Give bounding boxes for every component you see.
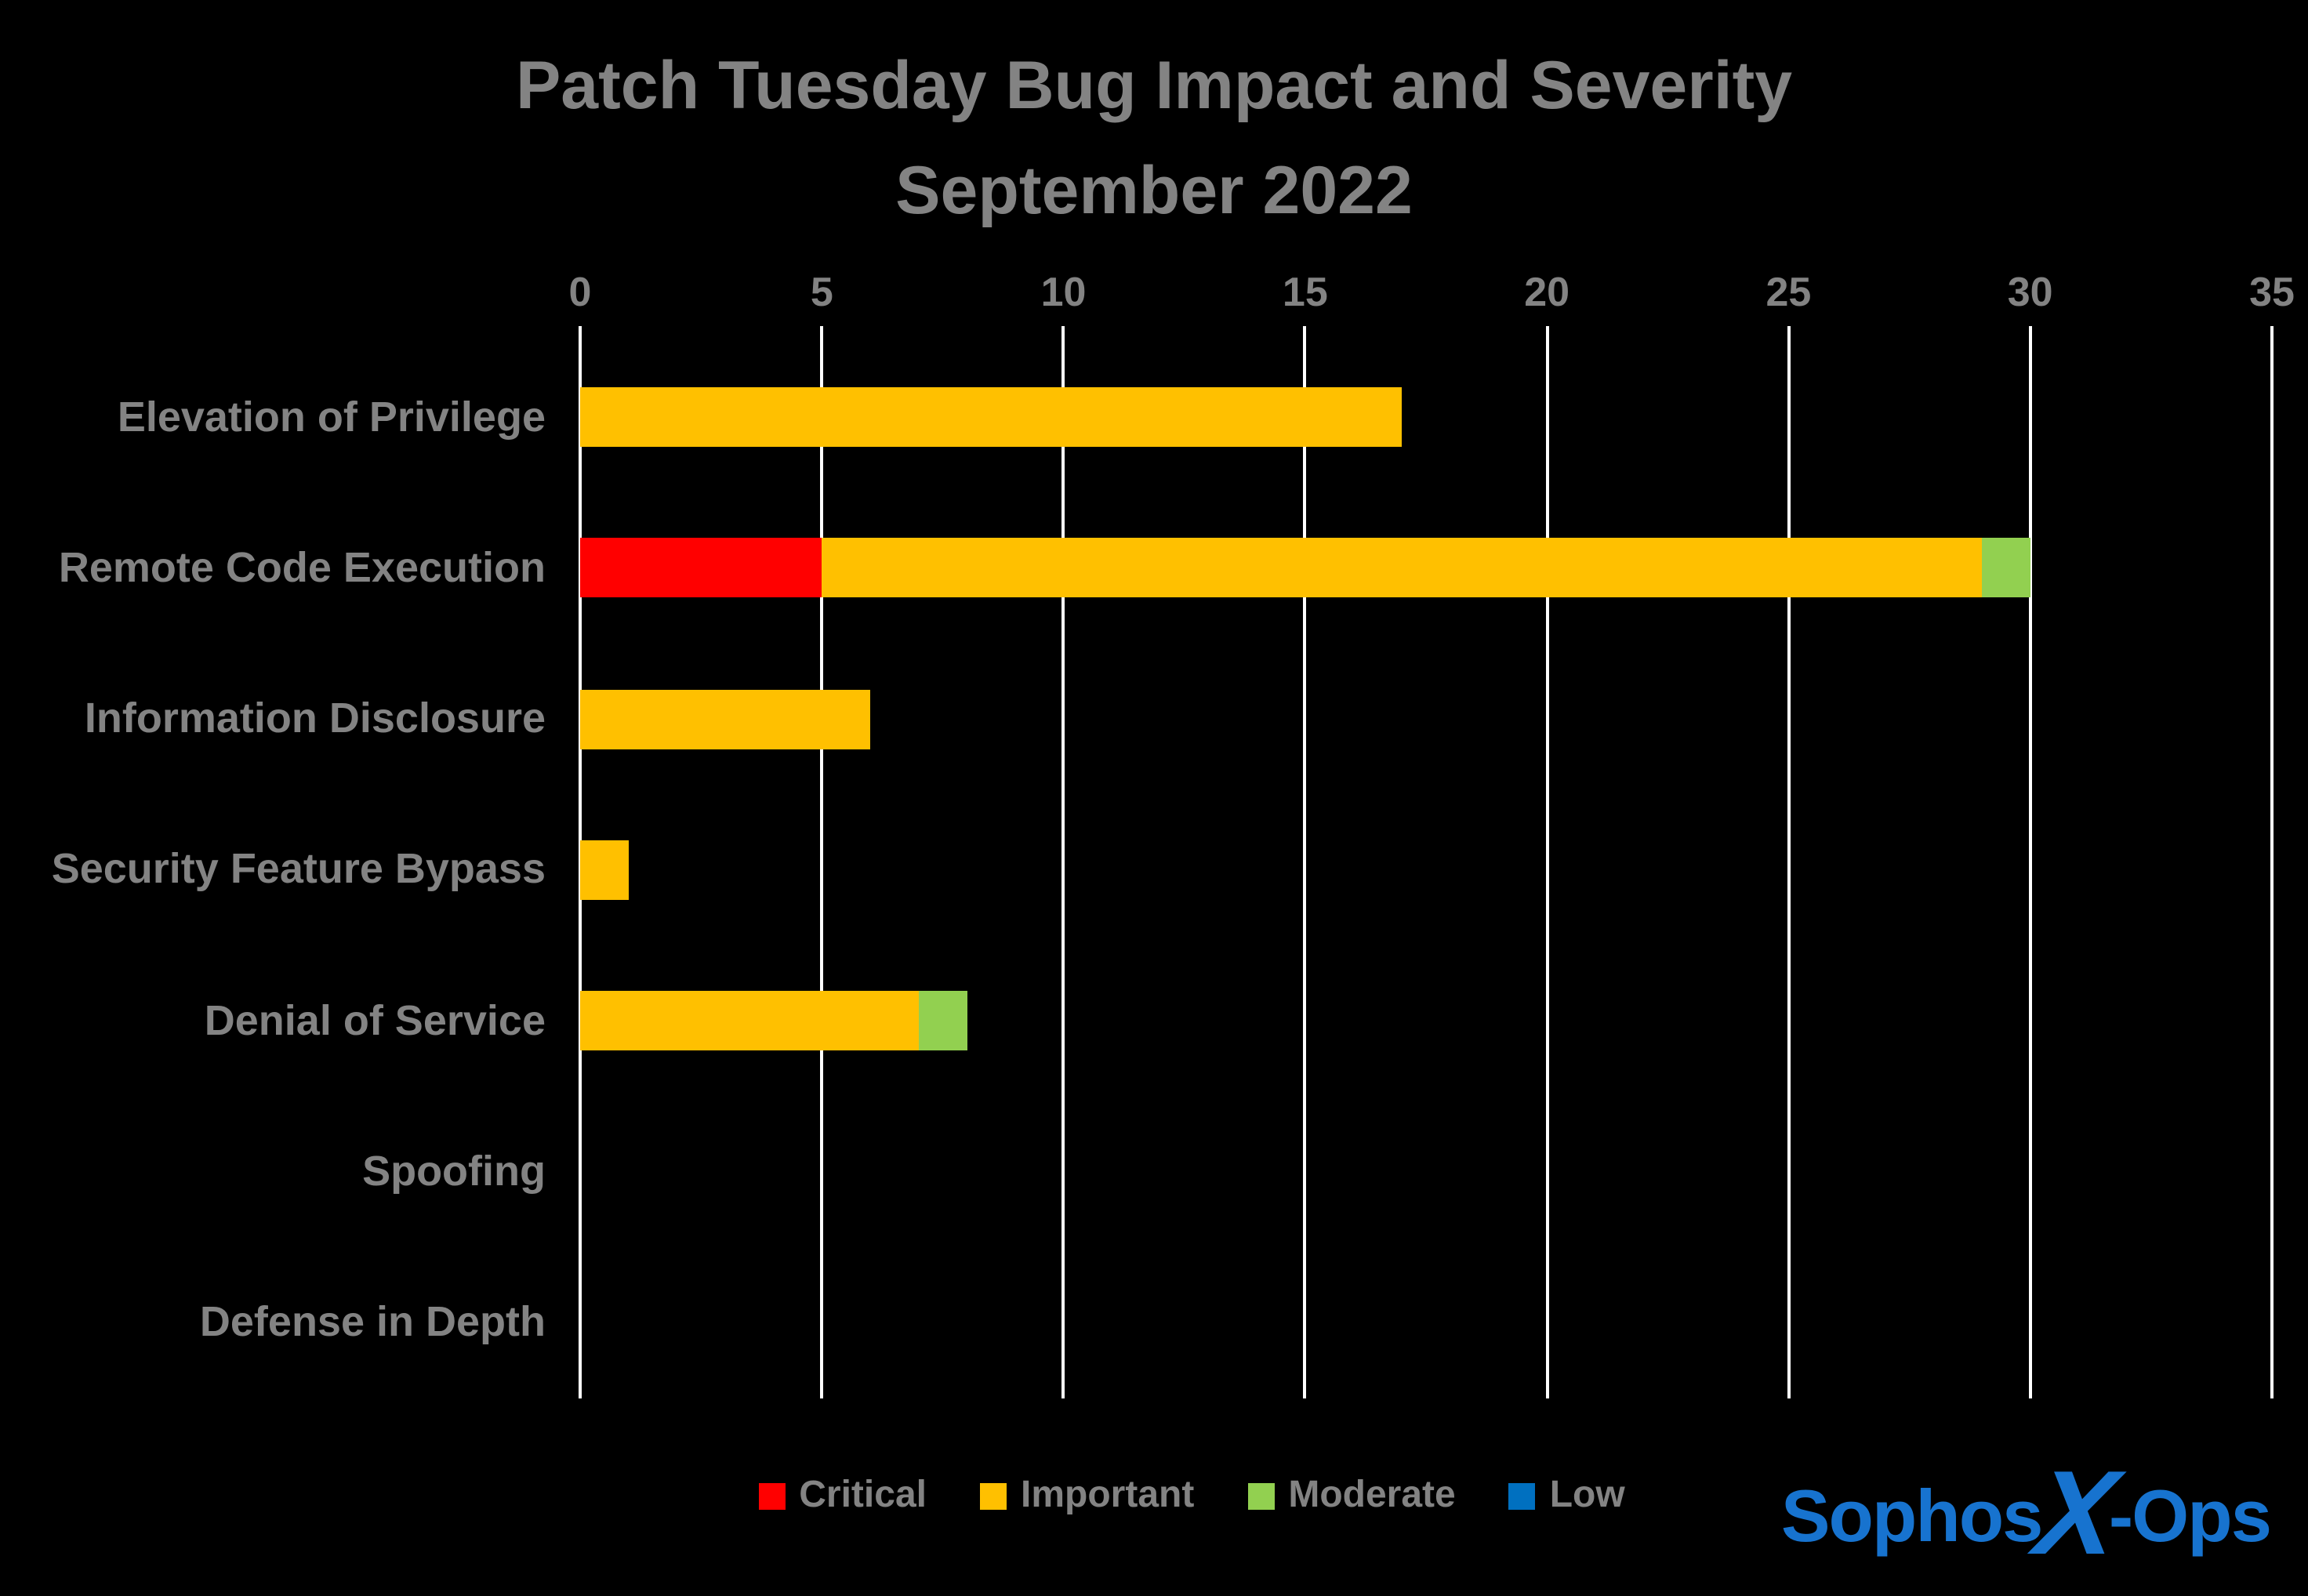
bar-segment-critical [580,538,822,598]
bar-segment-moderate [1982,538,2030,598]
logo-ops-text: -Ops [2108,1473,2272,1556]
x-tick-mark [1787,326,1791,342]
category-labels: Elevation of Privilege Remote Code Execut… [0,342,546,1398]
x-tick-label: 5 [810,268,833,315]
x-tick-label: 15 [1282,268,1328,315]
x-gridline [2270,342,2274,1398]
chart-title-line2: September 2022 [895,153,1413,229]
x-tick-label: 30 [2007,268,2053,315]
legend-label: Important [1021,1474,1195,1516]
bar-row [580,387,2272,448]
x-tick-mark [1545,326,1549,342]
bar-segment-important [822,538,1983,598]
bar-row [580,1293,2272,1353]
logo-x-glyph: X [2030,1447,2124,1580]
bar-segment-moderate [918,991,967,1051]
category-label: Information Disclosure [84,695,546,742]
x-tick-mark [1061,326,1065,342]
legend-swatch [1508,1482,1536,1509]
chart-title-line1: Patch Tuesday Bug Impact and Severity [515,49,1793,124]
x-tick-mark [820,326,824,342]
bar-row [580,991,2272,1051]
legend-item: Important [980,1474,1194,1518]
x-tick-label: 35 [2249,268,2295,315]
x-gridline [820,342,824,1398]
bar-row [580,689,2272,749]
x-axis: 0 5 10 15 20 25 30 35 [569,238,2295,342]
category-label: Defense in Depth [199,1298,546,1346]
x-tick-label: 0 [568,268,592,315]
category-label: Spoofing [362,1148,546,1195]
x-gridline [1303,342,1307,1398]
x-gridline [1545,342,1549,1398]
legend: Critical Important Moderate Low [580,1471,1803,1521]
category-label: Security Feature Bypass [51,845,546,893]
bar-segment-important [580,387,1403,448]
legend-label: Moderate [1288,1474,1456,1516]
legend-label: Low [1549,1474,1625,1516]
x-tick-mark [2028,326,2032,342]
x-tick-mark [1303,326,1307,342]
x-gridline [2028,342,2032,1398]
bar-segment-important [580,840,629,900]
bar-row [580,1142,2272,1202]
x-gridline [1061,342,1065,1398]
category-label: Denial of Service [204,996,546,1044]
chart-title: Patch Tuesday Bug Impact and Severity Se… [0,34,2308,244]
x-tick-label: 20 [1524,268,1570,315]
bar-segment-important [580,991,919,1051]
legend-swatch [758,1482,786,1509]
legend-item: Moderate [1247,1474,1456,1518]
bar-row [580,840,2272,900]
legend-swatch [1247,1482,1275,1509]
plot-area [579,342,2274,1398]
x-tick-mark [2270,326,2274,342]
x-tick-label: 25 [1765,268,1812,315]
legend-item: Critical [758,1474,927,1518]
category-label: Remote Code Execution [58,543,546,591]
sophos-xops-logo: Sophos X -Ops [1780,1447,2272,1580]
legend-swatch [980,1482,1007,1509]
x-tick-mark [579,326,582,342]
x-gridline [1787,342,1791,1398]
x-tick-label: 10 [1040,268,1087,315]
category-label: Elevation of Privilege [117,393,546,441]
bar-row [580,538,2272,598]
legend-label: Critical [799,1474,927,1516]
bar-segment-important [580,689,870,749]
logo-sophos-text: Sophos [1780,1473,2044,1556]
legend-item: Low [1508,1474,1625,1518]
